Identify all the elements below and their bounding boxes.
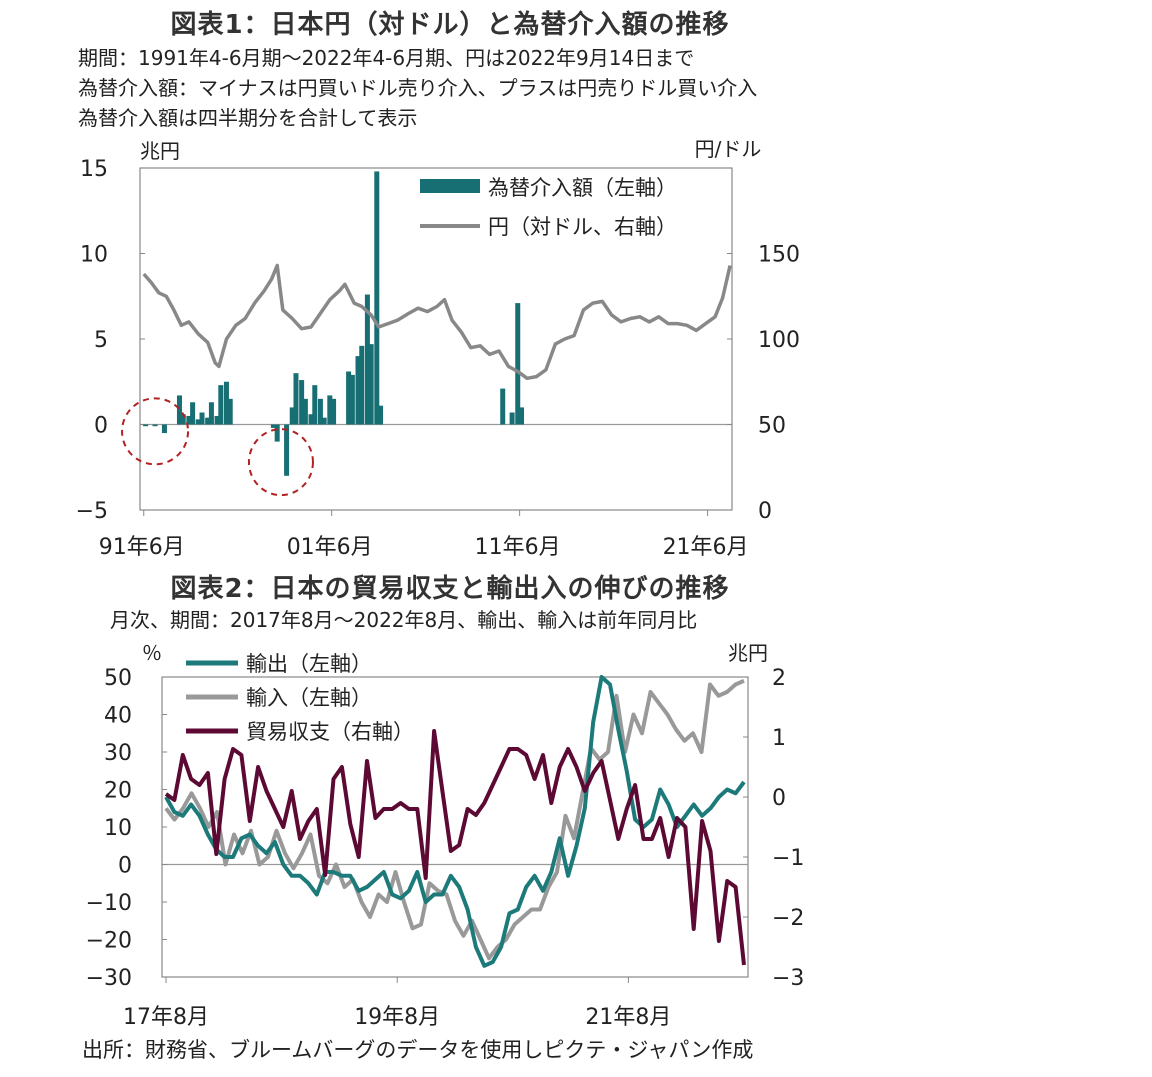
intervention-bar	[368, 344, 374, 425]
intervention-bar	[214, 415, 220, 425]
intervention-bar	[378, 405, 384, 425]
x-tick-label-2: 19年8月	[354, 1005, 440, 1030]
intervention-bar	[515, 303, 521, 425]
left-tick-label: −5	[76, 499, 108, 524]
left-tick-label-2: 30	[104, 741, 132, 766]
right-tick-label-2: −3	[772, 966, 804, 991]
right-tick-label-2: 2	[772, 666, 786, 691]
intervention-bar	[500, 388, 506, 425]
right-tick-label-2: 0	[772, 786, 786, 811]
intervention-bar	[143, 424, 149, 427]
legend-label-intervention: 為替介入額（左軸）	[488, 176, 677, 200]
figure1-title: 図表1：日本円（対ドル）と為替介入額の推移	[170, 10, 730, 40]
intervention-bar	[180, 414, 186, 425]
intervention-bar	[284, 424, 290, 476]
intervention-bar	[161, 424, 167, 434]
legend-swatch-intervention	[420, 179, 480, 193]
intervention-bar	[208, 402, 214, 425]
intervention-bar	[186, 415, 192, 425]
intervention-bar	[270, 424, 276, 428]
intervention-bar	[321, 417, 327, 425]
source-note: 出所：財務省、ブルームバーグのデータを使用しピクテ・ジャパン作成	[82, 1038, 754, 1062]
left-axis-unit: 兆円	[140, 139, 180, 163]
x-tick-label: 91年6月	[99, 535, 185, 560]
x-tick-label: 11年6月	[475, 535, 561, 560]
intervention-bar	[195, 419, 201, 425]
intervention-bar	[223, 381, 229, 425]
legend-balance-label: 貿易収支（右軸）	[246, 720, 414, 744]
intervention-bar	[289, 407, 295, 425]
right-tick-label: 50	[758, 414, 786, 439]
intervention-bar	[509, 412, 515, 425]
highlight-circle-1991	[121, 397, 190, 466]
trade-balance-line	[164, 729, 746, 966]
import-line	[164, 678, 745, 961]
intervention-bar	[299, 380, 305, 425]
intervention-bar	[349, 374, 355, 425]
intervention-bar	[317, 398, 323, 425]
left-axis-unit-2: ％	[142, 641, 162, 665]
left-tick-label-2: 20	[104, 779, 132, 804]
intervention-bar	[346, 371, 352, 425]
intervention-bar	[355, 356, 361, 425]
figure2-title: 図表2：日本の貿易収支と輸出入の伸びの推移	[170, 574, 730, 604]
left-tick-label-2: −30	[86, 966, 132, 991]
x-tick-label-2: 21年8月	[585, 1005, 671, 1030]
intervention-bar	[227, 398, 233, 425]
figure1-note-quarterly: 為替介入額は四半期分を合計して表示	[78, 106, 418, 130]
figure1-note-intervention-sign: 為替介入額：マイナスは円買いドル売り介入、プラスは円売りドル買い介入	[78, 76, 758, 100]
right-tick-label: 0	[758, 499, 772, 524]
legend-export-label: 輸出（左軸）	[246, 652, 372, 676]
left-tick-label: 0	[94, 414, 108, 439]
intervention-bar	[327, 395, 333, 425]
intervention-bar	[274, 424, 280, 442]
left-tick-label: 10	[80, 243, 108, 268]
intervention-bar	[176, 395, 182, 425]
left-tick-label-2: 40	[104, 704, 132, 729]
right-tick-label: 100	[758, 328, 800, 353]
intervention-bar	[152, 424, 158, 427]
intervention-bar	[359, 345, 365, 425]
intervention-bar	[218, 385, 224, 425]
intervention-bar	[302, 398, 308, 425]
legend-label-yen: 円（対ドル、右軸）	[488, 215, 677, 239]
right-axis-unit: 円/ドル	[695, 137, 762, 161]
figure1-note-period: 期間：1991年4-6月期～2022年4-6月期、円は2022年9月14日まで	[78, 46, 695, 70]
x-tick-label: 01年6月	[287, 535, 373, 560]
left-tick-label: 5	[94, 328, 108, 353]
left-tick-label-2: −10	[86, 891, 132, 916]
intervention-bar	[205, 417, 211, 425]
left-tick-label-2: 10	[104, 816, 132, 841]
right-axis-unit-2: 兆円	[728, 641, 768, 665]
intervention-bar	[374, 171, 380, 425]
right-tick-label-2: −1	[772, 846, 804, 871]
x-tick-label: 21年6月	[663, 535, 749, 560]
intervention-bar	[364, 294, 370, 425]
intervention-bar	[199, 412, 205, 425]
x-tick-label-2: 17年8月	[123, 1005, 209, 1030]
legend-import-label: 輸入（左軸）	[246, 686, 372, 710]
intervention-bar	[519, 407, 525, 425]
right-tick-label: 150	[758, 243, 800, 268]
intervention-bar	[293, 373, 299, 425]
left-tick-label-2: 50	[104, 666, 132, 691]
export-line	[164, 675, 746, 968]
right-tick-label-2: 1	[772, 726, 786, 751]
figure2-note-period: 月次、期間：2017年8月～2022年8月、輸出、輸入は前年同月比	[110, 608, 698, 632]
intervention-bar	[190, 402, 196, 425]
left-tick-label: 15	[80, 157, 108, 182]
highlight-circle-1998	[247, 428, 314, 497]
intervention-bar	[312, 385, 318, 425]
left-tick-label-2: 0	[118, 854, 132, 879]
intervention-bar	[331, 398, 337, 425]
yen-usd-line	[142, 263, 732, 381]
right-tick-label-2: −2	[772, 906, 804, 931]
left-tick-label-2: −20	[86, 929, 132, 954]
intervention-bar	[308, 414, 314, 425]
